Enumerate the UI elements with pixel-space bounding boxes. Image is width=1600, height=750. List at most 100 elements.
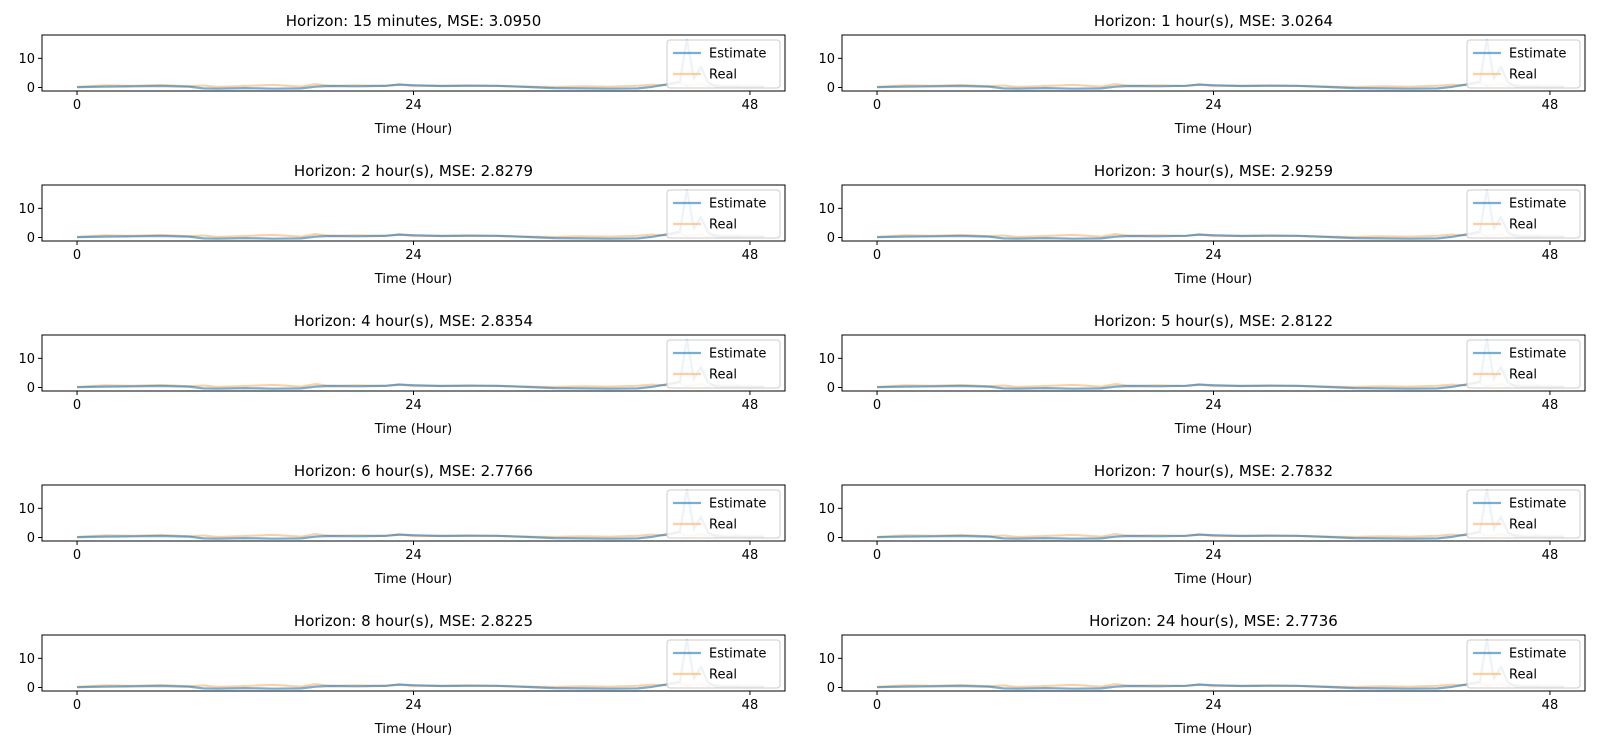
x-axis-label: Time (Hour): [374, 122, 452, 137]
y-tick-label: 10: [18, 502, 35, 517]
x-tick-label: 48: [742, 248, 759, 263]
subplot-title: Horizon: 1 hour(s), MSE: 3.0264: [1094, 12, 1333, 30]
legend-label: Real: [1509, 368, 1537, 383]
x-tick-label: 24: [405, 698, 422, 713]
series-line-estimate: [76, 189, 764, 240]
legend-label: Estimate: [709, 647, 766, 662]
legend-label: Estimate: [709, 497, 766, 512]
x-tick-label: 0: [873, 398, 881, 413]
x-tick-label: 0: [873, 698, 881, 713]
x-tick-label: 0: [73, 548, 81, 563]
legend-label: Real: [1509, 68, 1537, 83]
y-tick-label: 10: [818, 352, 835, 367]
y-tick-label: 0: [27, 681, 35, 696]
series-line-estimate: [76, 489, 764, 540]
series-line-estimate: [76, 39, 764, 90]
series-line-estimate: [76, 339, 764, 390]
x-axis-label: Time (Hour): [374, 572, 452, 587]
y-tick-label: 0: [827, 681, 835, 696]
legend-label: Estimate: [709, 47, 766, 62]
y-tick-label: 10: [818, 52, 835, 67]
x-axis-label: Time (Hour): [1174, 422, 1252, 437]
legend-label: Estimate: [1509, 47, 1566, 62]
legend-label: Estimate: [709, 347, 766, 362]
legend: Estimate Real: [666, 639, 781, 689]
legend-label: Estimate: [1509, 647, 1566, 662]
legend-label: Estimate: [1509, 197, 1566, 212]
legend: Estimate Real: [1466, 639, 1581, 689]
series-line-estimate: [876, 339, 1564, 390]
subplot-title: Horizon: 3 hour(s), MSE: 2.9259: [1094, 162, 1333, 180]
legend-label: Estimate: [709, 197, 766, 212]
series-line-estimate: [876, 639, 1564, 690]
x-tick-label: 24: [405, 98, 422, 113]
legend-label: Real: [709, 68, 737, 83]
x-tick-label: 48: [742, 98, 759, 113]
x-tick-label: 48: [1542, 98, 1559, 113]
legend-label: Real: [709, 218, 737, 233]
x-axis-label: Time (Hour): [374, 422, 452, 437]
legend-label: Estimate: [1509, 347, 1566, 362]
x-tick-label: 0: [873, 98, 881, 113]
x-tick-label: 0: [73, 98, 81, 113]
legend-label: Real: [1509, 218, 1537, 233]
series-line-estimate: [76, 639, 764, 690]
legend: Estimate Real: [1466, 489, 1581, 539]
subplot-5: Horizon: 5 hour(s), MSE: 2.8122 0 10 0 24 48 T…: [818, 312, 1586, 437]
y-tick-label: 10: [18, 52, 35, 67]
x-tick-label: 48: [1542, 548, 1559, 563]
subplot-title: Horizon: 6 hour(s), MSE: 2.7766: [294, 462, 533, 480]
subplot-0: Horizon: 15 minutes, MSE: 3.0950 0 10 0 24 48…: [18, 12, 786, 137]
x-tick-label: 0: [73, 398, 81, 413]
subplot-3: Horizon: 3 hour(s), MSE: 2.9259 0 10 0 24 48 T…: [818, 162, 1586, 287]
legend-label: Real: [1509, 668, 1537, 683]
legend-label: Real: [709, 668, 737, 683]
legend: Estimate Real: [1466, 189, 1581, 239]
x-tick-label: 24: [405, 548, 422, 563]
legend-label: Real: [709, 368, 737, 383]
x-tick-label: 24: [1205, 398, 1222, 413]
x-tick-label: 48: [742, 698, 759, 713]
x-tick-label: 24: [405, 398, 422, 413]
subplot-title: Horizon: 5 hour(s), MSE: 2.8122: [1094, 312, 1333, 330]
series-line-estimate: [876, 39, 1564, 90]
y-tick-label: 0: [27, 231, 35, 246]
x-tick-label: 48: [742, 548, 759, 563]
series-line-estimate: [876, 189, 1564, 240]
y-tick-label: 0: [27, 81, 35, 96]
subplot-6: Horizon: 6 hour(s), MSE: 2.7766 0 10 0 24 48 T…: [18, 462, 786, 587]
x-tick-label: 0: [73, 248, 81, 263]
subplot-title: Horizon: 8 hour(s), MSE: 2.8225: [294, 612, 533, 630]
x-tick-label: 48: [1542, 398, 1559, 413]
y-tick-label: 10: [818, 202, 835, 217]
legend: Estimate Real: [666, 189, 781, 239]
x-tick-label: 0: [873, 248, 881, 263]
legend: Estimate Real: [666, 489, 781, 539]
x-tick-label: 24: [1205, 698, 1222, 713]
series-line-estimate: [876, 489, 1564, 540]
x-axis-label: Time (Hour): [374, 272, 452, 287]
legend: Estimate Real: [1466, 39, 1581, 89]
subplot-title: Horizon: 4 hour(s), MSE: 2.8354: [294, 312, 533, 330]
y-tick-label: 0: [827, 231, 835, 246]
x-tick-label: 24: [1205, 98, 1222, 113]
legend-label: Real: [1509, 518, 1537, 533]
subplot-1: Horizon: 1 hour(s), MSE: 3.0264 0 10 0 24 48 T…: [818, 12, 1586, 137]
x-tick-label: 24: [405, 248, 422, 263]
y-tick-label: 10: [818, 652, 835, 667]
x-tick-label: 48: [742, 398, 759, 413]
x-tick-label: 24: [1205, 248, 1222, 263]
y-tick-label: 10: [818, 502, 835, 517]
subplot-title: Horizon: 7 hour(s), MSE: 2.7832: [1094, 462, 1333, 480]
y-tick-label: 0: [827, 531, 835, 546]
legend-label: Estimate: [1509, 497, 1566, 512]
x-axis-label: Time (Hour): [374, 722, 452, 737]
x-axis-label: Time (Hour): [1174, 272, 1252, 287]
subplot-4: Horizon: 4 hour(s), MSE: 2.8354 0 10 0 24 48 T…: [18, 312, 786, 437]
subplot-title: Horizon: 15 minutes, MSE: 3.0950: [286, 12, 542, 30]
x-tick-label: 0: [873, 548, 881, 563]
legend: Estimate Real: [1466, 339, 1581, 389]
x-tick-label: 48: [1542, 248, 1559, 263]
x-axis-label: Time (Hour): [1174, 722, 1252, 737]
